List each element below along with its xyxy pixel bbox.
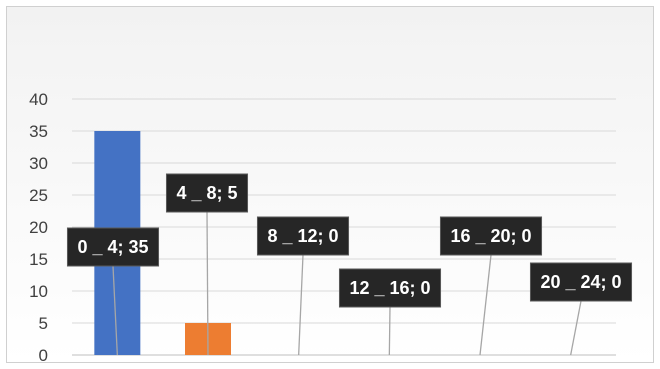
data-label-box [338,268,442,308]
leader-line [298,254,304,356]
y-tick-label: 15 [29,250,48,269]
data-label-box [66,227,160,267]
data-label-text: 4 _ 8; 5 [176,183,237,203]
data-label-text: 20 _ 24; 0 [540,272,621,292]
y-tick-label: 25 [29,186,48,205]
y-tick-label: 35 [29,122,48,141]
y-tick-label: 0 [39,346,48,365]
data-label: 4 _ 8; 5 [165,173,249,213]
y-tick-label: 10 [29,282,48,301]
leader-line [112,265,118,356]
data-label-box [529,262,633,302]
data-label-box [439,216,543,256]
data-label-box [256,216,350,256]
y-tick-label: 20 [29,218,48,237]
data-label-text: 12 _ 16; 0 [349,278,430,298]
leader-lines [112,211,582,356]
data-label: 0 _ 4; 35 [66,227,160,267]
data-label-text: 8 _ 12; 0 [267,226,338,246]
y-tick-label: 30 [29,154,48,173]
y-tick-label: 5 [39,314,48,333]
data-label: 8 _ 12; 0 [256,216,350,256]
leader-line [479,254,492,356]
y-axis: 0 5 10 15 20 25 30 35 40 [29,90,48,365]
leader-line [570,300,582,356]
data-label-text: 16 _ 20; 0 [450,226,531,246]
data-label: 12 _ 16; 0 [338,268,442,308]
leader-line [206,211,209,356]
data-label-text: 0 _ 4; 35 [77,237,148,257]
y-tick-label: 40 [29,90,48,109]
data-labels: 0 _ 4; 35 4 _ 8; 5 8 _ 12; 0 12 _ 16; 0 16 _… [66,173,633,308]
data-label-box [165,173,249,213]
gridlines [72,98,616,356]
leader-line [388,306,391,356]
data-label: 20 _ 24; 0 [529,262,633,302]
data-label: 16 _ 20; 0 [439,216,543,256]
